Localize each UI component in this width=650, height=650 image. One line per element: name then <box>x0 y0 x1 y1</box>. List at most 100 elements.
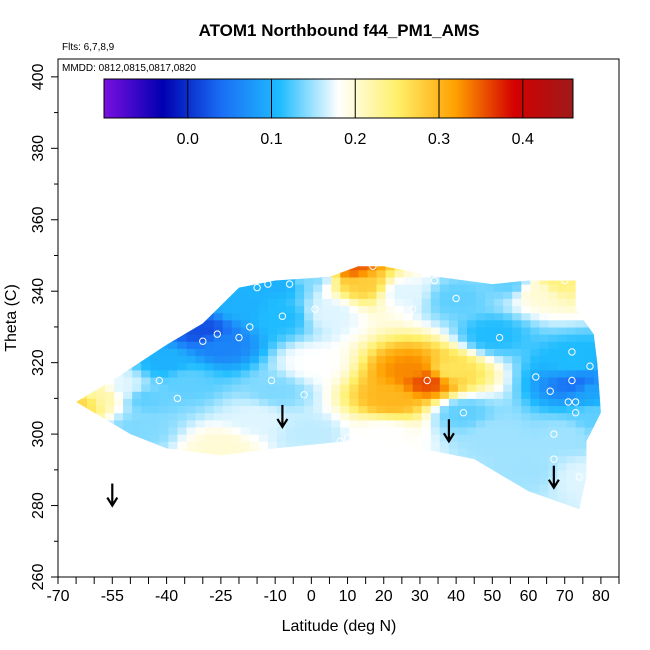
field-cell <box>430 427 441 435</box>
field-cell <box>503 412 513 421</box>
field-cell <box>367 419 378 428</box>
colorbar-gradient <box>103 78 574 119</box>
field-cell <box>593 434 601 442</box>
field-cell <box>76 266 79 271</box>
field-cell <box>77 298 88 307</box>
field-cell <box>575 491 586 499</box>
field-cell <box>204 326 215 335</box>
field-cell <box>385 369 396 378</box>
field-cell <box>340 391 350 399</box>
field-cell <box>186 484 197 492</box>
field-cell <box>76 305 79 314</box>
field-cell <box>168 312 178 321</box>
field-cell <box>385 298 396 307</box>
field-cell <box>593 269 601 278</box>
field-cell <box>412 469 423 478</box>
field-cell <box>539 319 549 328</box>
sample-point <box>571 409 580 417</box>
field-cell <box>277 462 287 471</box>
field-cell <box>394 419 405 428</box>
field-cell <box>195 276 206 285</box>
field-cell <box>358 334 368 342</box>
field-cell <box>421 491 432 499</box>
field-cell <box>439 376 450 385</box>
field-cell <box>322 434 332 442</box>
field-cell <box>340 355 350 364</box>
field-cell <box>186 362 197 371</box>
field-cell <box>385 305 396 314</box>
field-cell <box>485 477 495 485</box>
field-cell <box>267 312 278 321</box>
field-cell <box>403 469 414 478</box>
field-cell <box>76 269 79 278</box>
field-cell <box>159 369 169 378</box>
field-cell <box>177 319 187 328</box>
field-cell <box>494 412 504 421</box>
field-cell <box>123 326 133 335</box>
field-cell <box>503 391 513 399</box>
field-cell <box>304 298 314 307</box>
field-cell <box>213 376 224 385</box>
field-cell <box>105 341 115 349</box>
field-cell <box>566 276 577 285</box>
field-cell <box>105 384 115 392</box>
field-cell <box>358 469 368 478</box>
field-cell <box>150 462 160 471</box>
field-cell <box>322 284 332 292</box>
field-cell <box>132 498 142 507</box>
field-cell <box>150 334 160 342</box>
field-cell <box>186 434 197 442</box>
field-cell <box>267 298 278 307</box>
field-cell <box>114 362 124 371</box>
field-cell <box>594 513 604 521</box>
field-cell <box>548 513 558 521</box>
field-cell <box>304 362 314 371</box>
field-cell <box>358 405 368 414</box>
field-cell <box>539 441 549 449</box>
field-cell <box>76 326 79 335</box>
field-cell <box>349 427 359 435</box>
field-cell <box>421 326 432 335</box>
field-cell <box>105 369 115 378</box>
field-cell <box>503 469 513 478</box>
field-cell <box>403 266 414 271</box>
field-cell <box>123 427 133 435</box>
field-cell <box>385 291 396 299</box>
field-cell <box>249 491 260 499</box>
field-cell <box>204 376 215 385</box>
field-cell <box>512 469 522 478</box>
field-cell <box>304 256 314 264</box>
field-cell <box>204 269 215 278</box>
field-cell <box>331 319 341 328</box>
field-cell <box>448 484 459 492</box>
field-cell <box>114 469 124 478</box>
field-cell <box>376 369 387 378</box>
field-cell <box>439 441 450 449</box>
down-arrow-icon <box>442 419 455 444</box>
field-cell <box>457 376 468 385</box>
field-cell <box>593 455 601 464</box>
field-cell <box>376 305 387 314</box>
field-cell <box>430 348 441 357</box>
field-cell <box>76 448 79 457</box>
field-cell <box>521 276 531 285</box>
field-cell <box>295 477 305 485</box>
field-cell <box>457 477 468 485</box>
field-cell <box>258 427 269 435</box>
field-cell <box>494 334 504 342</box>
field-cell <box>503 513 513 521</box>
field-cell <box>231 405 242 414</box>
field-cell <box>457 455 468 464</box>
field-cell <box>367 334 378 342</box>
field-cell <box>584 455 595 464</box>
field-cell <box>448 305 459 314</box>
field-cell <box>430 419 441 428</box>
field-cell <box>240 469 251 478</box>
field-cell <box>539 455 549 464</box>
field-cell <box>159 291 169 299</box>
field-cell <box>457 469 468 478</box>
field-cell <box>241 513 251 521</box>
x-tick-label: 0 <box>307 588 316 605</box>
field-cell <box>530 376 540 385</box>
field-cell <box>521 441 531 449</box>
